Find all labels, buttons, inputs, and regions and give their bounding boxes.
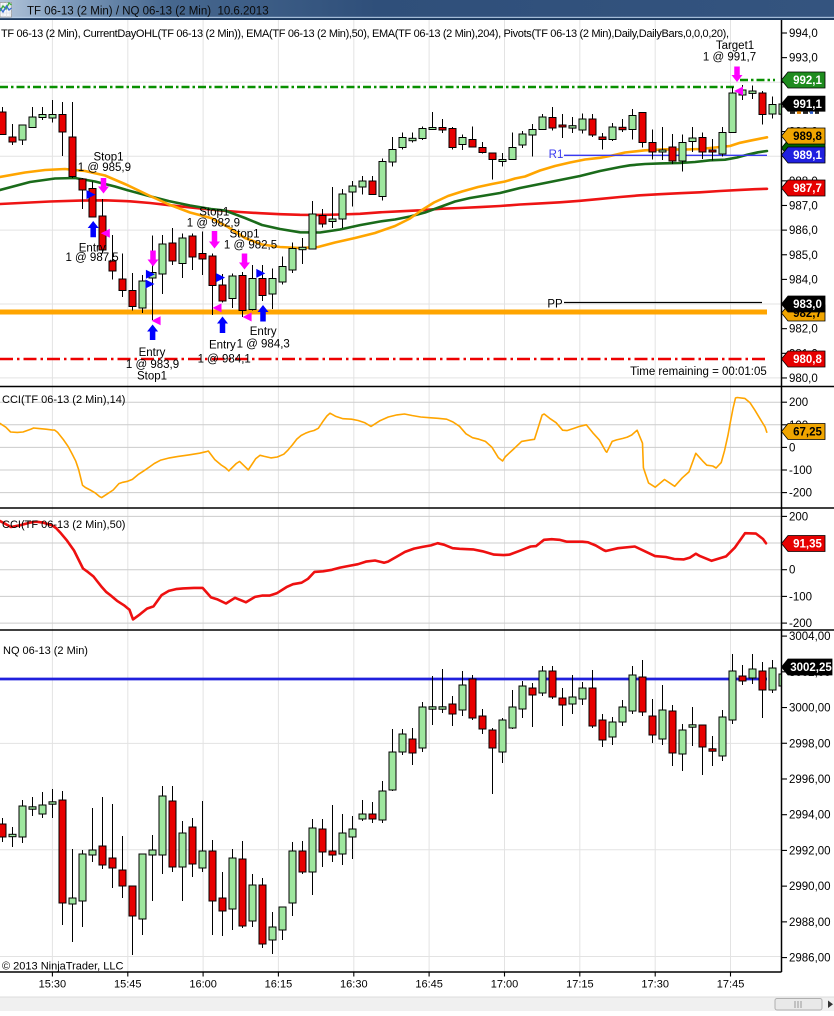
svg-text:2998,00: 2998,00 — [789, 738, 831, 750]
svg-text:1 @ 984,1: 1 @ 984,1 — [198, 354, 251, 366]
svg-text:1 @ 983,9: 1 @ 983,9 — [126, 359, 179, 371]
svg-text:200: 200 — [789, 397, 808, 409]
svg-text:982,0: 982,0 — [789, 324, 818, 336]
svg-text:992,1: 992,1 — [793, 75, 822, 87]
svg-text:987,0: 987,0 — [789, 200, 818, 212]
svg-text:CCI(TF 06-13 (2 Min),50): CCI(TF 06-13 (2 Min),50) — [2, 519, 125, 531]
svg-text:200: 200 — [789, 511, 808, 523]
svg-text:R1: R1 — [549, 149, 564, 161]
svg-text:2990,00: 2990,00 — [789, 881, 831, 893]
svg-text:Entry: Entry — [139, 347, 166, 359]
svg-text:983,0: 983,0 — [793, 299, 822, 311]
svg-text:3000,00: 3000,00 — [789, 703, 831, 715]
svg-text:16:45: 16:45 — [415, 979, 443, 991]
svg-text:980,8: 980,8 — [793, 354, 822, 366]
svg-text:16:30: 16:30 — [340, 979, 368, 991]
svg-text:1 @ 982,9: 1 @ 982,9 — [187, 218, 240, 230]
svg-text:-100: -100 — [789, 465, 812, 477]
svg-text:1 @ 982,5: 1 @ 982,5 — [224, 240, 277, 252]
svg-text:986,0: 986,0 — [789, 225, 818, 237]
svg-text:2992,00: 2992,00 — [789, 845, 831, 857]
svg-text:15:30: 15:30 — [39, 979, 67, 991]
svg-text:-100: -100 — [789, 591, 812, 603]
svg-text:1 @ 987,5: 1 @ 987,5 — [65, 252, 118, 264]
svg-text:PP: PP — [547, 299, 563, 311]
svg-text:985,0: 985,0 — [789, 250, 818, 262]
svg-text:CCI(TF 06-13 (2 Min),14): CCI(TF 06-13 (2 Min),14) — [2, 394, 125, 406]
svg-text:-200: -200 — [789, 488, 812, 500]
svg-text:3004,00: 3004,00 — [789, 631, 831, 643]
svg-text:17:00: 17:00 — [491, 979, 519, 991]
svg-text:-200: -200 — [789, 618, 812, 630]
svg-text:987,7: 987,7 — [793, 183, 822, 195]
svg-text:989,1: 989,1 — [793, 150, 822, 162]
svg-text:17:30: 17:30 — [641, 979, 669, 991]
svg-text:0: 0 — [789, 565, 795, 577]
svg-text:17:15: 17:15 — [566, 979, 594, 991]
svg-text:NQ 06-13 (2 Min): NQ 06-13 (2 Min) — [3, 645, 88, 657]
svg-text:© 2013 NinjaTrader, LLC: © 2013 NinjaTrader, LLC — [2, 961, 123, 973]
svg-text:1 @ 984,3: 1 @ 984,3 — [237, 339, 290, 351]
svg-text:994,0: 994,0 — [789, 28, 818, 40]
svg-text:3002,25: 3002,25 — [790, 662, 832, 674]
svg-text:2988,00: 2988,00 — [789, 917, 831, 929]
svg-text:984,0: 984,0 — [789, 274, 818, 286]
svg-text:15:45: 15:45 — [114, 979, 142, 991]
svg-text:Stop1: Stop1 — [229, 229, 259, 241]
svg-text:Entry: Entry — [79, 243, 106, 255]
svg-text:1 @ 991,7: 1 @ 991,7 — [703, 52, 756, 64]
svg-text:2996,00: 2996,00 — [789, 774, 831, 786]
svg-text:980,0: 980,0 — [789, 373, 818, 385]
svg-text:Stop1: Stop1 — [93, 152, 123, 164]
svg-text:2986,00: 2986,00 — [789, 953, 831, 965]
svg-text:TF 06-13 (2 Min) / NQ 06-13 (2: TF 06-13 (2 Min) / NQ 06-13 (2 Min) 10.6… — [27, 6, 269, 18]
svg-text:Target1: Target1 — [716, 40, 754, 52]
svg-text:16:00: 16:00 — [189, 979, 217, 991]
svg-text:Stop1: Stop1 — [137, 371, 167, 383]
svg-text:16:15: 16:15 — [265, 979, 293, 991]
svg-text:67,25: 67,25 — [793, 427, 822, 439]
svg-text:989,8: 989,8 — [793, 131, 822, 143]
svg-text:Time remaining = 00:01:05: Time remaining = 00:01:05 — [630, 366, 767, 378]
svg-text:91,35: 91,35 — [793, 539, 822, 551]
svg-text:Entry: Entry — [250, 326, 277, 338]
svg-text:Entry: Entry — [209, 340, 236, 352]
svg-text:TF 06-13 (2 Min), CurrentDayOH: TF 06-13 (2 Min), CurrentDayOHL(TF 06-13… — [1, 28, 729, 40]
svg-text:Stop1: Stop1 — [199, 207, 229, 219]
svg-text:0: 0 — [789, 442, 795, 454]
svg-text:993,0: 993,0 — [789, 53, 818, 65]
svg-text:17:45: 17:45 — [717, 979, 745, 991]
svg-text:991,1: 991,1 — [793, 99, 822, 111]
svg-text:2994,00: 2994,00 — [789, 810, 831, 822]
svg-text:1 @ 985,9: 1 @ 985,9 — [78, 162, 131, 174]
